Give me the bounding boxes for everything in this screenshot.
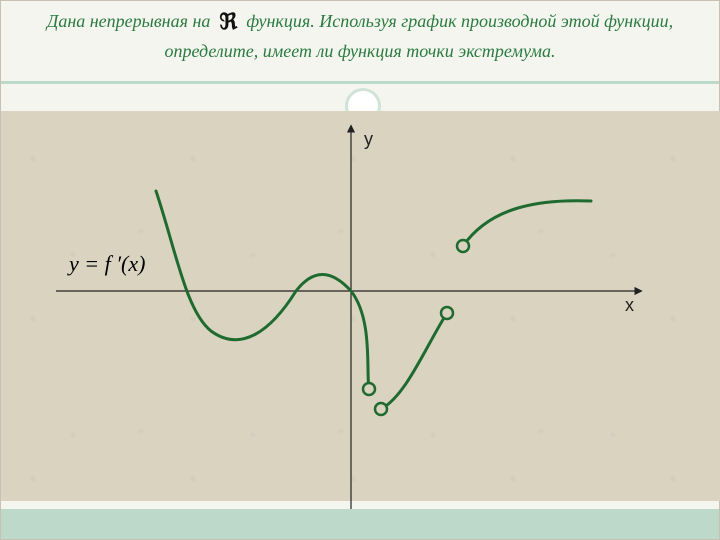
open-endpoint-icon: [363, 383, 375, 395]
slide: Дана непрерывная на ℜ функция. Используя…: [0, 0, 720, 540]
x-axis-label: x: [625, 295, 634, 316]
derivative-curve-segment-1: [156, 191, 369, 389]
y-axis-label: y: [364, 129, 373, 150]
derivative-formula: y = f ′(x): [69, 251, 145, 277]
footer-bar: [1, 509, 719, 539]
derivative-curve-segment-3: [463, 201, 591, 246]
derivative-curve-segment-2: [381, 313, 447, 409]
open-endpoint-icon: [375, 403, 387, 415]
open-endpoint-icon: [441, 307, 453, 319]
open-endpoint-icon: [457, 240, 469, 252]
